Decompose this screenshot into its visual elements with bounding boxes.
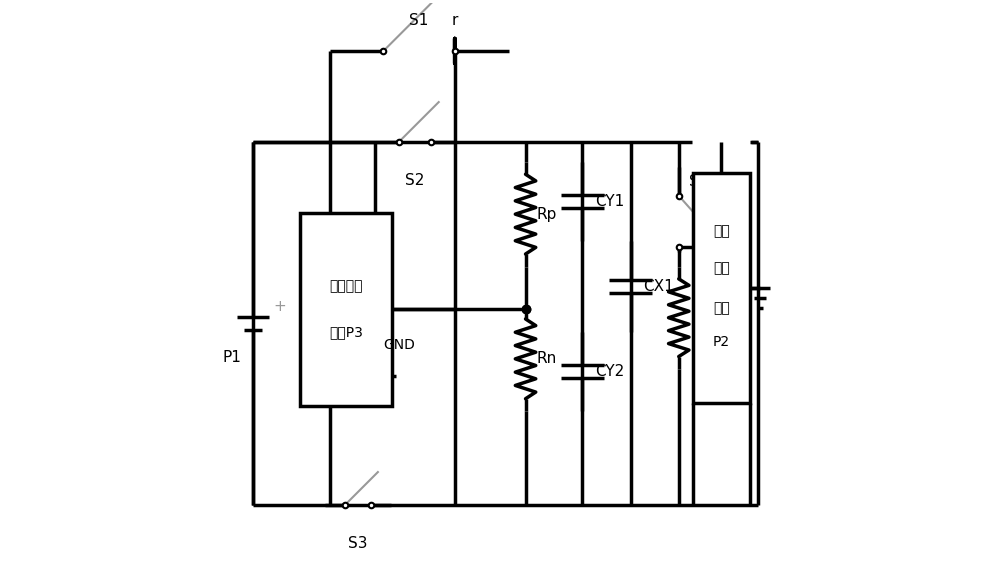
Text: S1: S1 [409,13,429,28]
Text: 第一检测: 第一检测 [329,280,363,293]
Text: +: + [274,299,286,315]
Text: 模块: 模块 [713,301,730,315]
Bar [300,213,392,406]
Text: P2: P2 [713,335,730,349]
Text: 调节: 调节 [713,261,730,275]
Bar [693,173,750,403]
Text: r: r [452,13,458,28]
Text: CY2: CY2 [595,364,624,379]
Text: S3: S3 [348,536,368,551]
Text: Rn: Rn [537,351,557,366]
Text: Rd: Rd [690,310,710,325]
Text: Rp: Rp [537,207,557,222]
Text: CX1: CX1 [643,279,674,294]
Text: S2: S2 [405,173,425,188]
Text: CY1: CY1 [595,194,624,209]
Text: Sd: Sd [689,174,708,189]
Text: 模块P3: 模块P3 [329,325,363,339]
Text: GND: GND [384,337,416,352]
Text: P1: P1 [222,350,241,365]
Text: 电流: 电流 [713,224,730,238]
